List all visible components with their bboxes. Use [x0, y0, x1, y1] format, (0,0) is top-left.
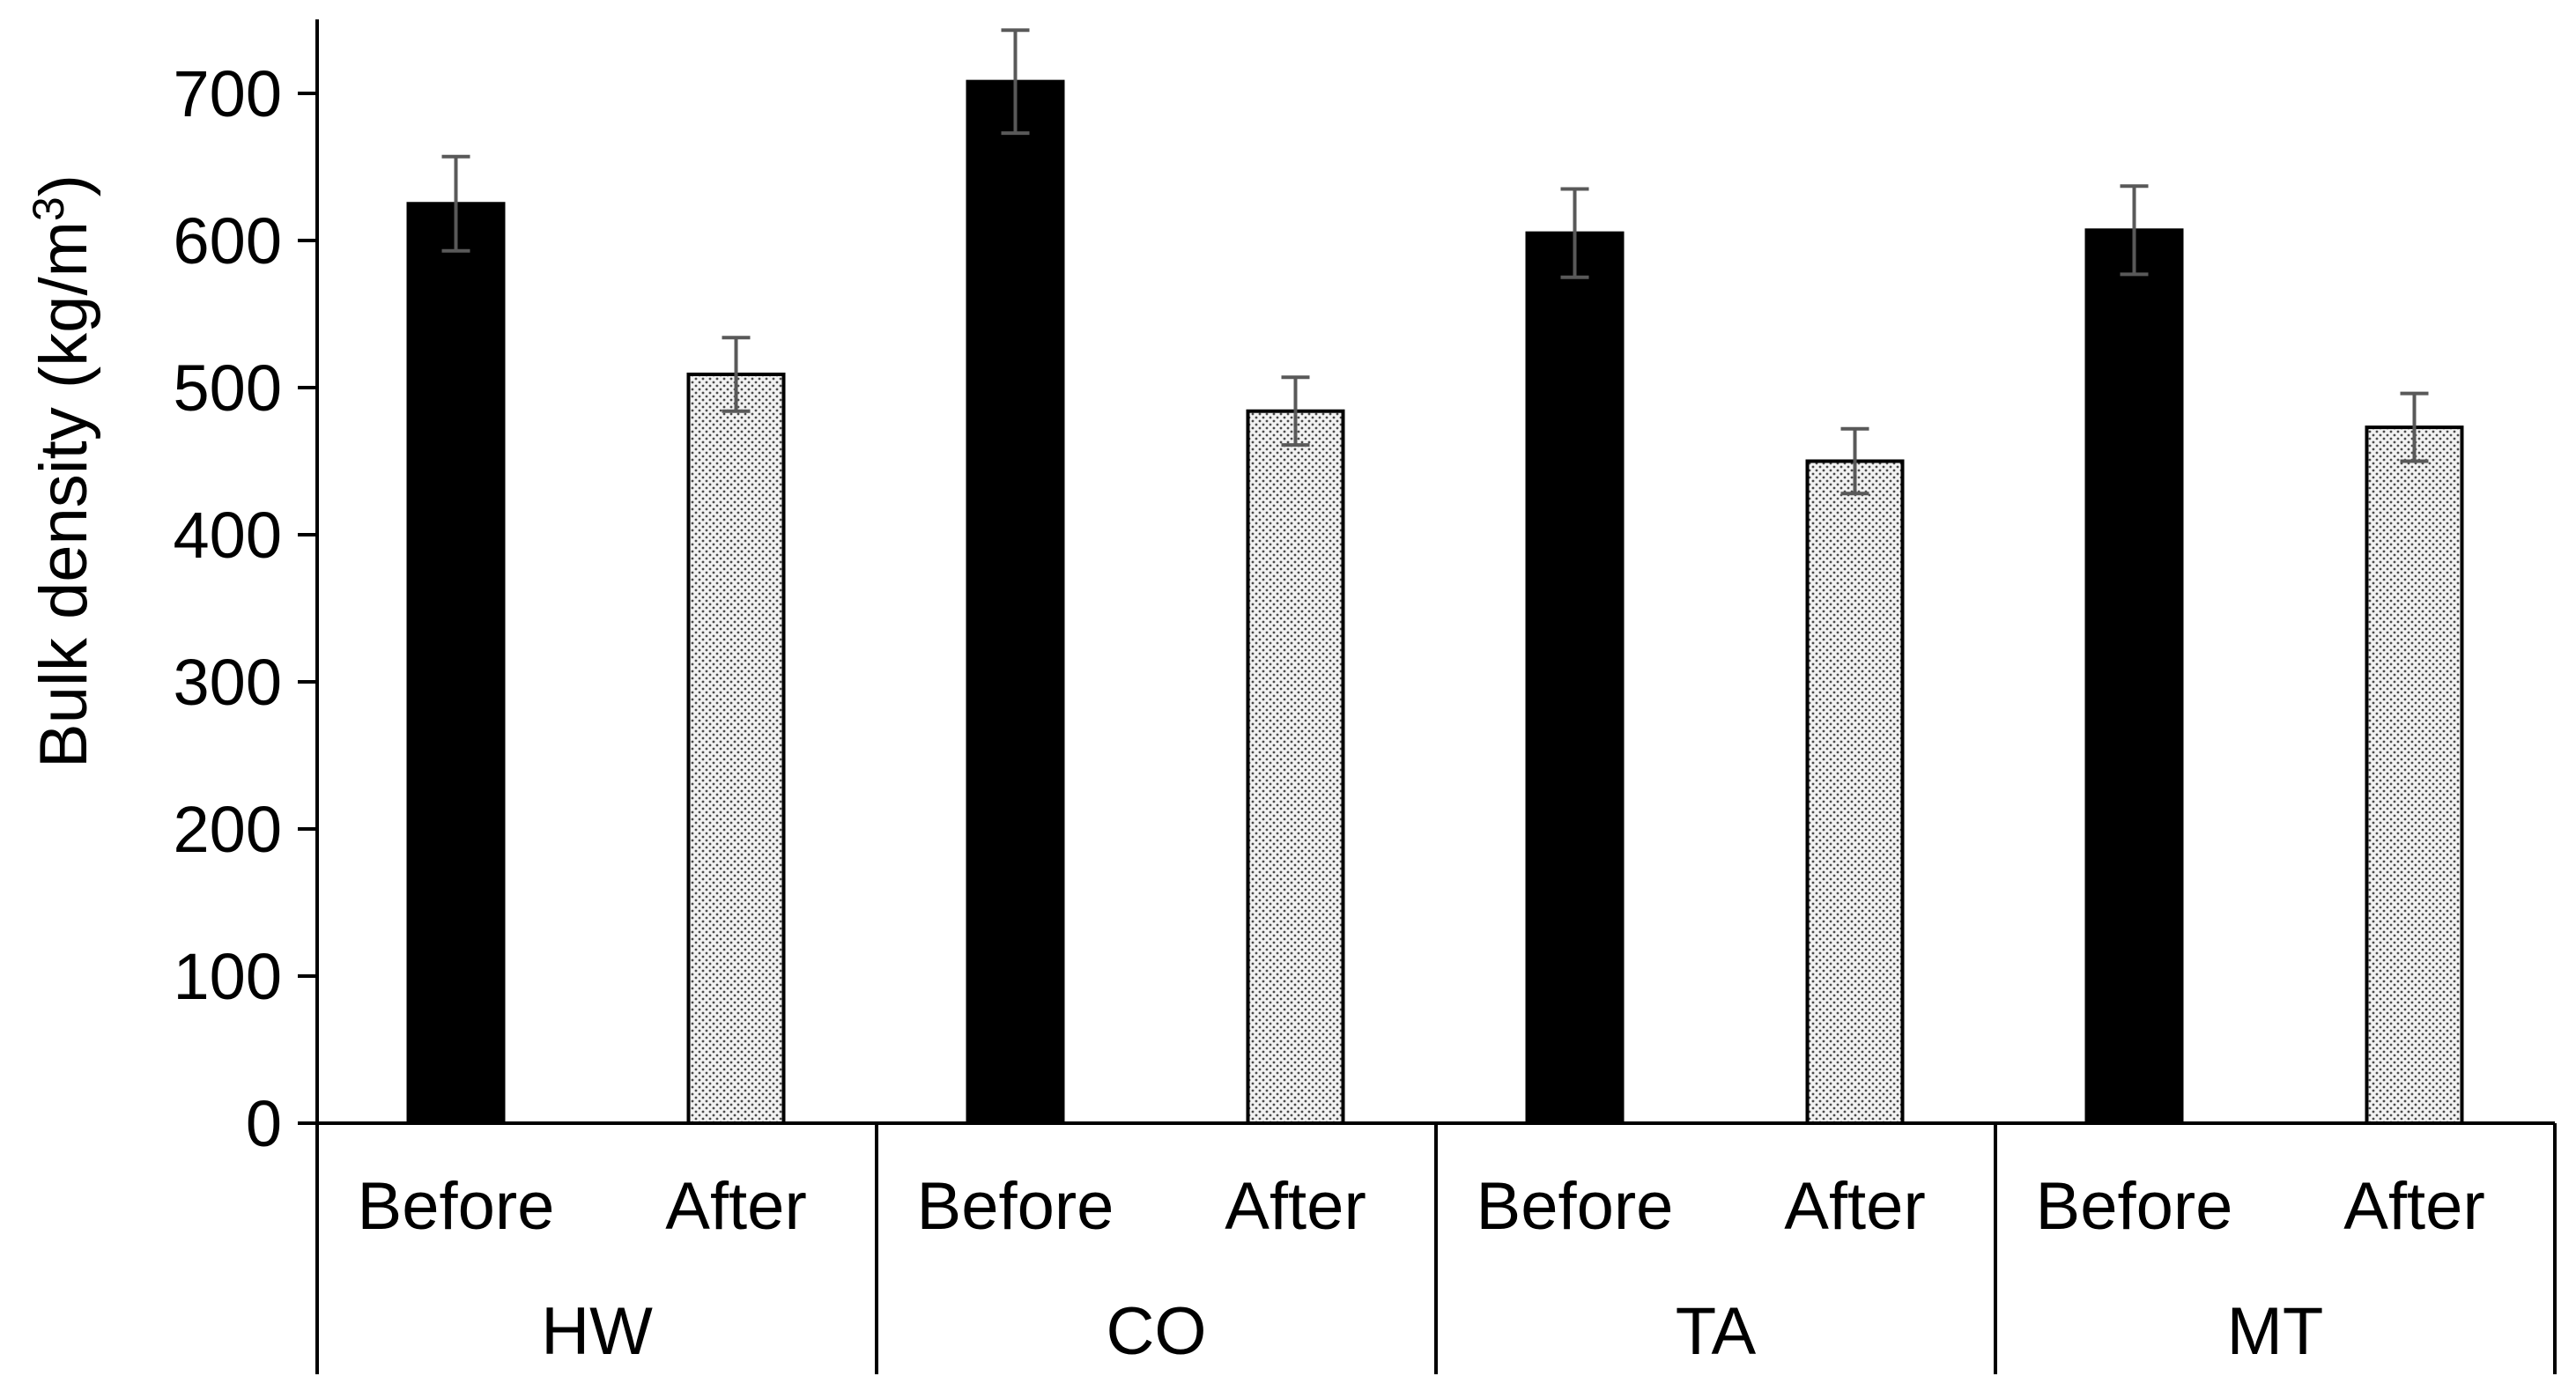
sub-category-label: Before [917, 1169, 1114, 1244]
bar-ta-before [1525, 231, 1625, 1125]
y-axis-title-close: ) [26, 174, 101, 196]
bar-hw-after [686, 372, 786, 1126]
y-tick-label: 200 [174, 793, 282, 866]
sub-category-label: Before [358, 1169, 555, 1244]
group-label-hw: HW [541, 1294, 653, 1369]
group-label-co: CO [1107, 1294, 1207, 1369]
bars [406, 79, 2464, 1126]
y-axis-title: Bulk density (kg/m3) [24, 174, 101, 768]
y-tick-label: 400 [174, 499, 282, 572]
error-bars [441, 28, 2429, 496]
y-axis-title-superscript: 3 [24, 196, 73, 221]
bar-ta-after [1805, 459, 1905, 1125]
group-label-ta: TA [1676, 1294, 1757, 1369]
y-axis-title-main: Bulk density (kg/m [26, 221, 101, 768]
group-label-mt: MT [2227, 1294, 2324, 1369]
y-axis-ticks: 0 100 200 300 400 500 600 700 [174, 57, 317, 1160]
y-tick-label: 100 [174, 940, 282, 1013]
sub-category-label: After [665, 1169, 807, 1244]
sub-category-label: After [1784, 1169, 1926, 1244]
sub-category-label: Before [2036, 1169, 2233, 1244]
y-tick-label: 0 [246, 1087, 282, 1160]
sub-category-label: Before [1477, 1169, 1674, 1244]
sub-category-label: After [2343, 1169, 2485, 1244]
y-tick-label: 700 [174, 57, 282, 130]
bar-co-before [966, 79, 1065, 1125]
bar-mt-after [2365, 425, 2464, 1125]
bar-co-after [1246, 409, 1345, 1126]
axes [315, 19, 2557, 1374]
bar-hw-before [406, 202, 506, 1125]
sub-category-label: After [1225, 1169, 1366, 1244]
y-tick-label: 600 [174, 204, 282, 277]
y-tick-label: 500 [174, 351, 282, 425]
bar-mt-before [2084, 228, 2184, 1125]
y-tick-label: 300 [174, 646, 282, 719]
